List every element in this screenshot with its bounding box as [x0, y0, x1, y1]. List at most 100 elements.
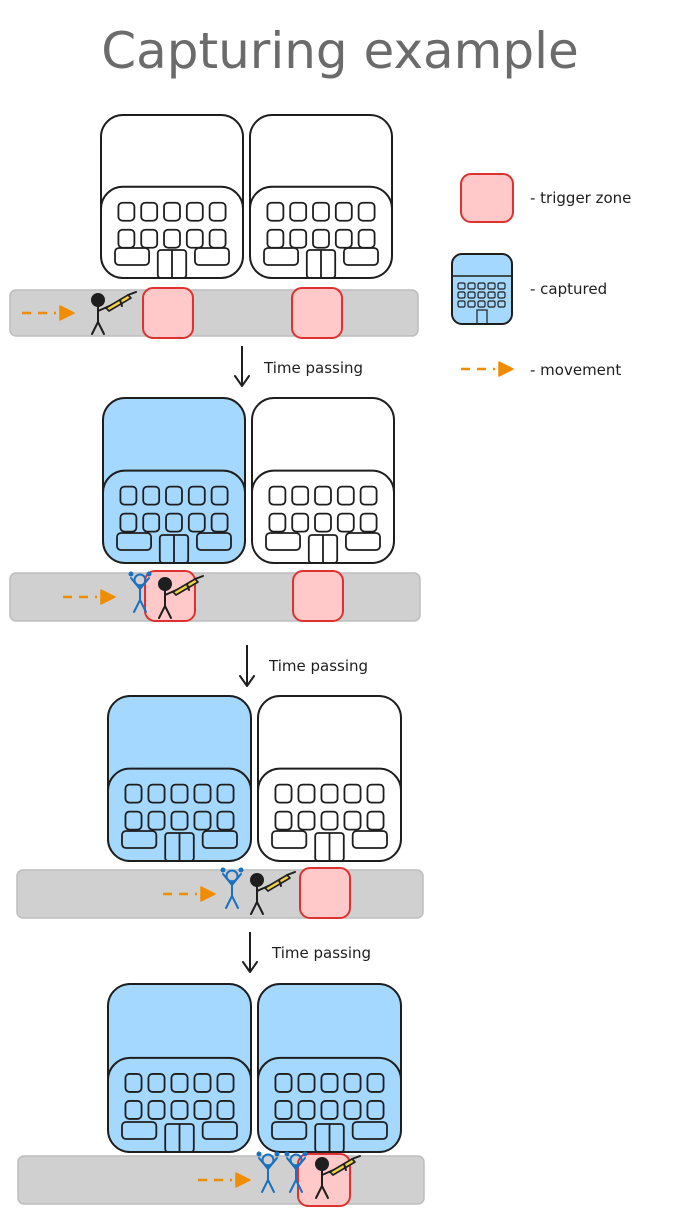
building-window-wide	[121, 1121, 158, 1140]
gunman-head	[315, 1157, 329, 1171]
time-arrowhead	[234, 375, 250, 387]
movement-arrowhead	[100, 589, 116, 605]
building-window	[170, 1073, 189, 1093]
building-captured	[257, 983, 402, 1154]
building-window	[185, 228, 204, 249]
movement-arrow	[163, 886, 216, 902]
building-window	[297, 810, 316, 831]
building-window	[187, 485, 206, 506]
building-window	[336, 485, 355, 506]
building-window	[274, 810, 293, 831]
captive-hand	[302, 1151, 308, 1157]
building-window	[274, 1073, 293, 1093]
movement-arrowhead	[200, 886, 216, 902]
building-window	[187, 512, 206, 533]
rifle-grip	[119, 299, 123, 307]
trigger-zone	[291, 287, 343, 339]
movement-arrow	[461, 361, 514, 377]
legend-building-window	[467, 291, 476, 299]
legend-captured-label: - captured	[530, 280, 607, 298]
building-window	[163, 228, 181, 249]
building-window	[314, 512, 332, 533]
time-arrows-layer: Time passing Time passing Time passing	[234, 346, 371, 973]
building-window	[268, 485, 287, 506]
building-window	[216, 1100, 235, 1120]
gunman-leg	[321, 1185, 329, 1199]
building-window	[289, 228, 308, 249]
stage-4	[17, 983, 425, 1207]
building-window	[320, 783, 339, 804]
legend-building-window	[457, 291, 466, 299]
building-window-wide	[351, 830, 388, 849]
movement-arrowhead	[498, 361, 514, 377]
building-window	[343, 810, 362, 831]
building-window	[359, 512, 378, 533]
legend-movement-label: - movement	[530, 361, 621, 379]
time-passing-label: Time passing	[271, 944, 371, 962]
building-window-wide	[271, 830, 308, 849]
gunman-figure	[91, 291, 137, 335]
building-window	[185, 201, 204, 222]
captive-leg	[225, 895, 233, 909]
building-window-wide	[343, 247, 379, 266]
time-arrow: Time passing	[234, 346, 363, 387]
building-window	[320, 1073, 339, 1093]
legend-building-window	[477, 300, 486, 308]
building-window	[314, 485, 332, 506]
captive-leg	[133, 599, 141, 613]
legend-building-window	[497, 282, 506, 290]
building-window	[170, 810, 189, 831]
building-window	[124, 783, 143, 804]
legend-building-window	[487, 282, 496, 290]
legend-building-window	[457, 282, 466, 290]
time-arrowhead	[239, 675, 255, 687]
building-window	[289, 201, 308, 222]
building-window	[193, 783, 212, 804]
gunman-leg	[158, 605, 166, 619]
building-captured	[102, 397, 246, 565]
gunman-leg	[97, 321, 105, 335]
legend-building-window	[457, 300, 466, 308]
legend-building-window	[477, 282, 486, 290]
building-window	[140, 228, 159, 249]
building-window	[343, 1073, 362, 1093]
gunman-head	[250, 873, 264, 887]
building-window	[119, 485, 138, 506]
building	[257, 695, 402, 862]
captive-raised-arms	[258, 1157, 278, 1170]
building-window-wide	[271, 1121, 308, 1140]
gunman-figure	[250, 871, 296, 915]
building-window	[170, 1100, 189, 1120]
building-window	[208, 201, 227, 222]
building-window	[274, 1100, 293, 1120]
building-window	[216, 810, 235, 831]
building-window	[297, 1100, 316, 1120]
legend-building-window	[487, 300, 496, 308]
time-passing-label: Time passing	[268, 657, 368, 675]
building-window	[343, 783, 362, 804]
stage-2	[9, 397, 421, 622]
building-window	[147, 1100, 166, 1120]
building-window	[366, 810, 385, 831]
gunman-figure	[315, 1155, 361, 1199]
stages-layer	[9, 114, 425, 1207]
time-arrow: Time passing	[242, 932, 371, 973]
stage-1	[9, 114, 419, 339]
captive-hand	[220, 867, 226, 873]
movement-arrowhead	[235, 1172, 251, 1188]
building-window	[268, 512, 287, 533]
building-window	[142, 485, 161, 506]
building-window	[297, 783, 316, 804]
road	[16, 869, 424, 919]
building-window	[165, 512, 183, 533]
building-window	[291, 485, 310, 506]
gunman-leg	[256, 901, 264, 915]
legend-building-window	[467, 300, 476, 308]
building-window-wide	[194, 247, 230, 266]
time-arrowhead	[242, 961, 258, 973]
building-window	[336, 512, 355, 533]
captive-leg	[139, 599, 147, 613]
gunman-figure	[158, 575, 204, 619]
building-window	[320, 1100, 339, 1120]
